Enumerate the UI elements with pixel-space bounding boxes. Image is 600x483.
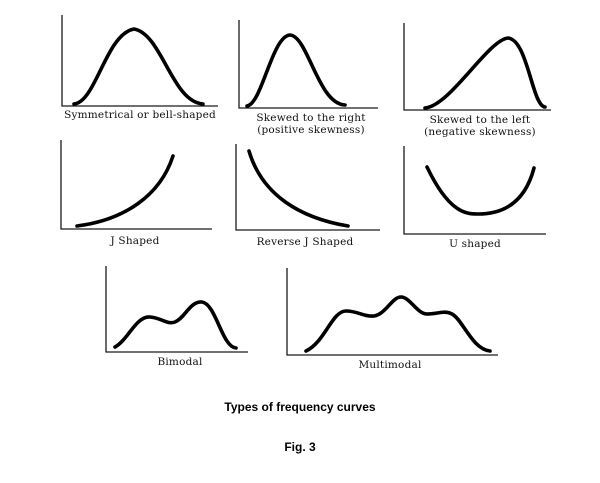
curve-j-shaped xyxy=(75,154,175,228)
label-multimodal: Multimodal xyxy=(358,359,422,371)
label-u-shaped: U shaped xyxy=(449,238,501,250)
axes-j-shaped xyxy=(60,140,212,230)
label-reverse-j: Reverse J Shaped xyxy=(256,236,354,248)
axes-reverse-j xyxy=(235,144,380,231)
curve-u-shaped xyxy=(425,165,536,216)
axes-bell xyxy=(61,15,218,107)
axes-u-shaped xyxy=(403,146,546,235)
axes-right-skewed xyxy=(238,20,378,109)
curve-bimodal xyxy=(113,300,238,350)
curve-bell xyxy=(72,27,205,106)
panel-right-skewed xyxy=(238,20,378,109)
panel-reverse-j xyxy=(235,144,380,231)
panel-bell xyxy=(61,15,218,107)
label-bimodal: Bimodal xyxy=(157,356,203,368)
curve-reverse-j xyxy=(247,149,350,228)
axes-multimodal xyxy=(286,268,498,356)
curve-left-skewed xyxy=(423,36,547,110)
figure-caption: Types of frequency curves xyxy=(224,400,376,414)
label-bell: Symmetrical or bell-shaped xyxy=(64,109,216,121)
curve-right-skewed xyxy=(245,33,347,108)
sublabel-right-skewed: (positive skewness) xyxy=(257,124,365,136)
panel-bimodal xyxy=(105,266,248,353)
label-right-skewed: Skewed to the right xyxy=(256,112,366,124)
label-j-shaped: J Shaped xyxy=(110,235,160,247)
label-left-skewed: Skewed to the left xyxy=(429,114,531,126)
panel-u-shaped xyxy=(403,146,546,235)
axes-bimodal xyxy=(105,266,248,353)
panel-left-skewed xyxy=(403,23,551,111)
axes-left-skewed xyxy=(403,23,551,111)
curve-multimodal xyxy=(304,295,492,353)
sublabel-left-skewed: (negative skewness) xyxy=(424,126,536,138)
panel-multimodal xyxy=(286,268,498,356)
panel-j-shaped xyxy=(60,140,212,230)
figure-number: Fig. 3 xyxy=(284,440,316,454)
